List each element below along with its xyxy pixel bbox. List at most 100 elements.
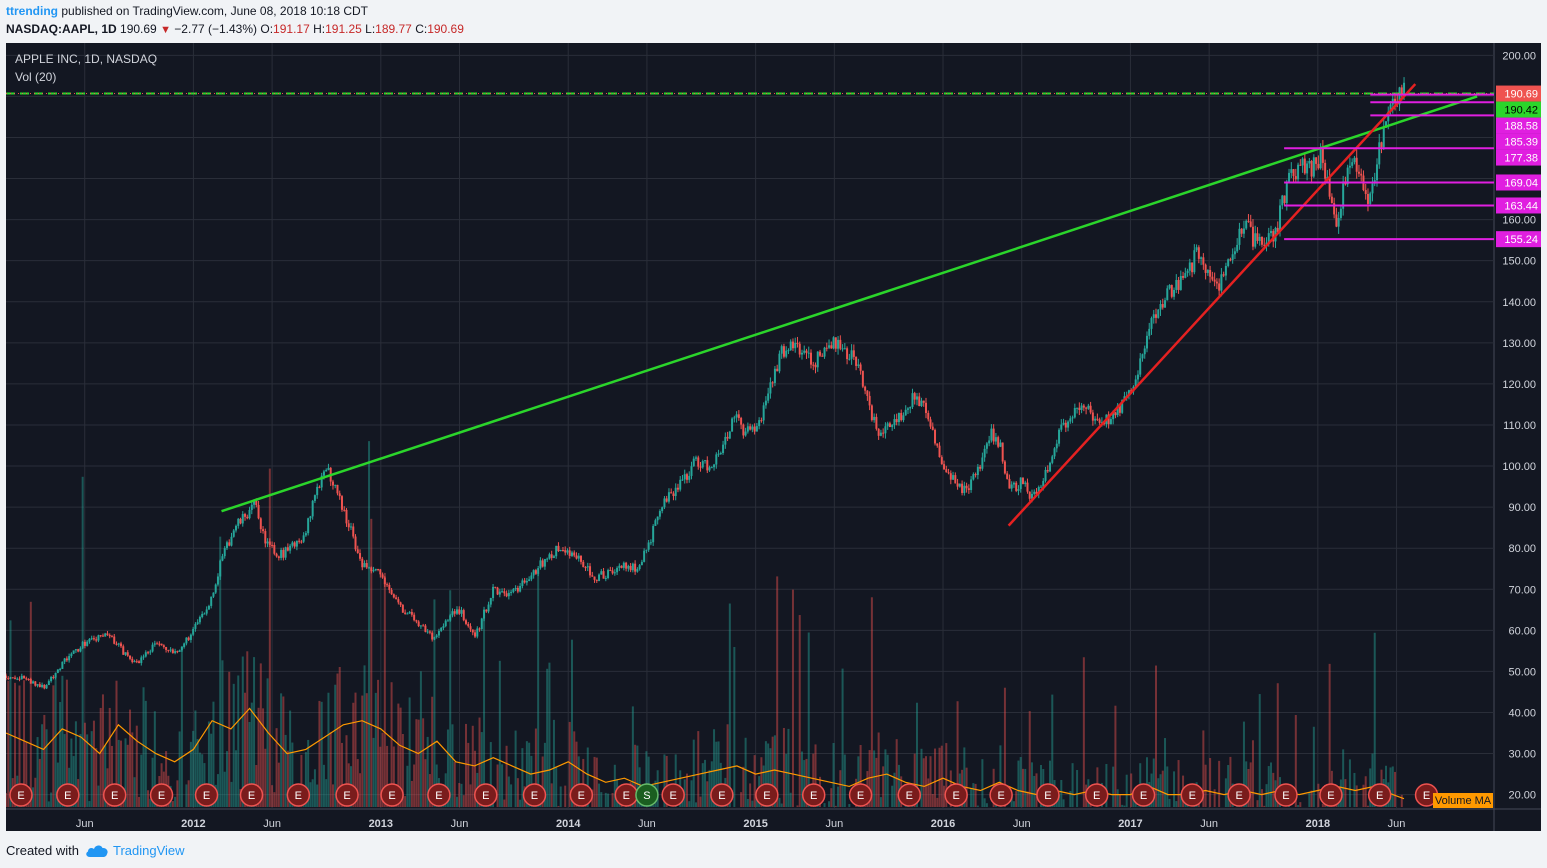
price-chart[interactable]: E E E E E E E E E E E E E E E E S E E E E E E E E E E E E E E E 200.00 1…	[6, 43, 1541, 831]
marker-circle	[286, 783, 311, 807]
volume-bar	[383, 572, 386, 807]
candle-body	[985, 443, 988, 449]
volume-bar	[877, 732, 880, 807]
candle-body	[487, 604, 490, 612]
candle-body	[690, 466, 693, 476]
candle-body	[825, 347, 828, 349]
earnings-marker[interactable]: E	[335, 783, 359, 807]
volume-bar	[843, 754, 846, 807]
earnings-marker[interactable]: E	[194, 783, 219, 807]
volume-bar	[359, 773, 362, 807]
earnings-marker[interactable]: E	[710, 783, 734, 807]
marker-circle	[56, 783, 80, 807]
volume-bar	[340, 742, 343, 807]
candle-body	[162, 645, 165, 648]
split-marker[interactable]: S	[635, 783, 659, 807]
earnings-marker[interactable]: E	[755, 783, 779, 807]
candle-body	[895, 419, 898, 423]
candle-body	[636, 569, 639, 572]
volume-bar	[1366, 805, 1369, 807]
volume-bar	[271, 785, 274, 807]
candle-body	[875, 416, 878, 429]
marker-label: E	[295, 790, 302, 802]
earnings-marker[interactable]: E	[614, 783, 639, 807]
candle-body	[819, 351, 822, 356]
candle-body	[171, 649, 174, 653]
earnings-marker[interactable]: E	[149, 783, 174, 807]
candle-body	[925, 402, 928, 413]
tradingview-link[interactable]: TradingView	[85, 843, 185, 858]
earnings-marker[interactable]: E	[239, 783, 264, 807]
candle-body	[1267, 233, 1270, 243]
earnings-marker[interactable]: E	[1274, 783, 1298, 807]
earnings-marker[interactable]: E	[1131, 783, 1156, 807]
earnings-marker[interactable]: E	[848, 783, 873, 807]
candle-body	[1279, 205, 1282, 232]
earnings-marker[interactable]: E	[1319, 783, 1343, 807]
candle-body	[994, 437, 997, 442]
earnings-marker[interactable]: E	[380, 783, 404, 807]
candle-body	[1375, 164, 1378, 181]
earnings-marker[interactable]: E	[944, 783, 968, 807]
earnings-marker[interactable]: E	[1180, 783, 1205, 807]
volume-bar	[1270, 762, 1273, 807]
candle-body	[692, 458, 695, 467]
earnings-marker[interactable]: E	[569, 783, 594, 807]
earnings-marker[interactable]: E	[522, 783, 547, 807]
candle-body	[1233, 251, 1236, 255]
earnings-marker[interactable]: E	[801, 783, 826, 807]
candle-body	[791, 341, 794, 349]
candle-body	[462, 610, 465, 621]
candle-body	[967, 488, 970, 490]
volume-bar	[36, 737, 39, 807]
volume-bar	[88, 801, 91, 807]
marker-label: E	[1189, 790, 1196, 802]
earnings-marker[interactable]: E	[661, 783, 685, 807]
candle-body	[1150, 318, 1153, 329]
earnings-marker[interactable]: E	[1367, 783, 1392, 807]
marker-label: E	[111, 790, 118, 802]
earnings-marker[interactable]: E	[474, 783, 498, 807]
author-link[interactable]: ttrending	[6, 4, 58, 18]
earnings-marker[interactable]: E	[56, 783, 80, 807]
earnings-marker[interactable]: E	[897, 783, 922, 807]
volume-bar	[516, 778, 519, 807]
drawings[interactable]	[6, 83, 1494, 527]
candle-body	[489, 598, 492, 605]
earnings-marker[interactable]: E	[9, 783, 33, 807]
earnings-marker[interactable]: E	[1084, 783, 1109, 807]
candle-body	[733, 417, 736, 419]
earnings-marker[interactable]: E	[102, 783, 127, 807]
volume-bar	[336, 673, 339, 807]
earnings-marker[interactable]: E	[1227, 783, 1251, 807]
candle-body	[451, 611, 454, 616]
level-price-label-box	[1496, 101, 1541, 118]
chart-container[interactable]: E E E E E E E E E E E E E E E E S E E E E E E E E E E E E E E E 200.00 1…	[6, 43, 1541, 831]
candle-body	[352, 526, 355, 537]
earnings-marker[interactable]: E	[989, 783, 1013, 807]
candle-body	[300, 541, 303, 543]
earnings-markers[interactable]: E E E E E E E E E E E E E E E ES E E E E E E E E E E E E E E E	[9, 783, 1439, 807]
earnings-marker[interactable]: E	[286, 783, 311, 807]
low-label: L:	[365, 22, 376, 36]
candle-body	[918, 396, 921, 407]
earnings-marker[interactable]: E	[1036, 783, 1060, 807]
volume-bar	[1342, 749, 1345, 807]
candle-body	[192, 628, 195, 635]
candle-body	[672, 493, 675, 497]
candle-body	[1003, 461, 1006, 474]
candle-body	[837, 339, 840, 349]
candle-body	[153, 643, 156, 645]
candle-body	[1073, 407, 1076, 418]
candle-body	[1067, 421, 1070, 428]
volume-bar	[370, 518, 373, 807]
earnings-marker[interactable]: E	[427, 783, 451, 807]
volume-bar	[1058, 795, 1061, 807]
candle-body	[915, 396, 918, 400]
candle-body	[821, 355, 824, 357]
candle-body	[34, 681, 37, 686]
candle-body	[972, 474, 975, 480]
candle-body	[474, 632, 477, 637]
candle-body	[1044, 469, 1047, 481]
marker-circle	[1274, 783, 1298, 807]
